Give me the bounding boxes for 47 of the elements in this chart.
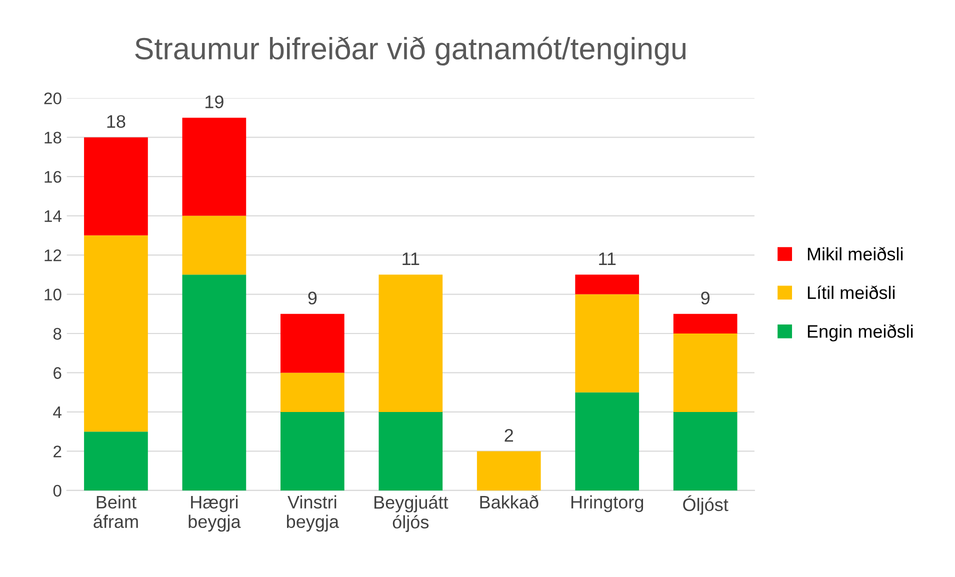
chart-title: Straumur bifreiðar við gatnamót/tengingu (135, 36, 686, 66)
legend-label: Lítil meiðsli (808, 286, 895, 300)
x-tick-label: Hringtorg (571, 495, 644, 512)
x-tick-label: Hægri beygja (188, 495, 241, 532)
x-tick-label: Bakkað (480, 495, 538, 509)
y-tick-label: 12 (44, 249, 62, 262)
y-tick-label: 10 (44, 288, 62, 300)
y-tick-label: 6 (54, 367, 62, 379)
legend-label: Engin meiðsli (808, 324, 913, 342)
bar (280, 314, 344, 373)
y-tick-label: 14 (44, 210, 62, 222)
legend-label: Mikil meiðsli (808, 246, 903, 260)
y-tick-label: 2 (54, 446, 62, 458)
total-label: 11 (599, 252, 616, 266)
total-label: 11 (402, 252, 420, 266)
x-tick-label: Óljóst (683, 495, 728, 515)
total-label: 9 (701, 292, 710, 304)
y-tick-label: 8 (53, 328, 62, 340)
bar (476, 451, 541, 490)
total-label: 2 (504, 428, 513, 442)
bar (280, 412, 344, 490)
bar (673, 412, 738, 490)
total-label: 9 (308, 292, 317, 304)
y-tick-label: 20 (44, 92, 62, 104)
x-tick-label: Beint áfram (94, 495, 138, 528)
y-tick-label: 0 (53, 484, 62, 497)
y-tick-label: 4 (53, 406, 62, 418)
bar (84, 137, 148, 236)
bar (378, 412, 443, 490)
x-tick-label: Vinstri beygja (286, 495, 340, 532)
total-label: 18 (107, 115, 126, 128)
bar (575, 392, 640, 490)
total-label: 19 (206, 95, 224, 108)
bar (182, 274, 246, 490)
y-tick-label: 16 (44, 170, 62, 183)
bar (84, 235, 148, 432)
bar (280, 372, 344, 412)
bar (84, 432, 148, 490)
bar (673, 314, 738, 334)
x-tick-label: Beygjuátt óljós (374, 495, 448, 532)
bar (182, 118, 246, 216)
y-tick-label: 18 (44, 132, 62, 144)
bar (575, 274, 640, 294)
bar (182, 216, 246, 275)
bar (673, 334, 738, 412)
bar (575, 294, 640, 392)
bar (378, 274, 443, 412)
